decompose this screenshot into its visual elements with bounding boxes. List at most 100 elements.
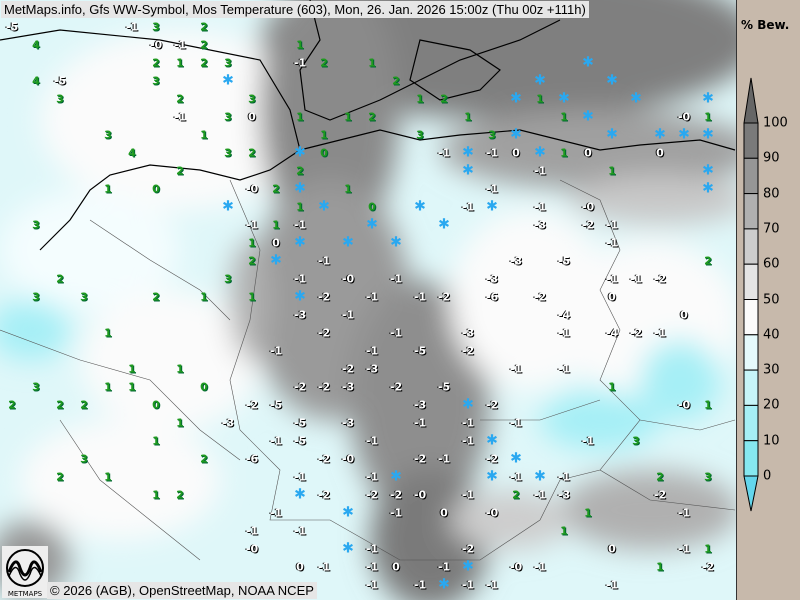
temperature-label: -1 <box>461 488 475 502</box>
temperature-label: -5 <box>269 398 283 412</box>
temperature-label: 1 <box>104 470 112 484</box>
temperature-label: 1 <box>560 110 568 124</box>
snow-symbol-icon: ✱ <box>342 540 354 557</box>
temperature-label: 1 <box>200 128 208 142</box>
temperature-label: 1 <box>104 326 112 340</box>
temperature-label: -1 <box>437 146 451 160</box>
temperature-label: 0 <box>296 560 304 574</box>
temperature-label: 0 <box>608 542 616 556</box>
temperature-label: -1 <box>677 506 691 520</box>
temperature-label: -2 <box>317 452 331 466</box>
temperature-label: 1 <box>464 110 472 124</box>
temperature-label: -0 <box>245 542 259 556</box>
temperature-label: 0 <box>656 146 664 160</box>
temperature-label: 0 <box>584 146 592 160</box>
temperature-label: 2 <box>200 452 208 466</box>
legend-swatch <box>743 334 759 371</box>
temperature-label: 1 <box>344 182 352 196</box>
temperature-label: -3 <box>509 254 523 268</box>
temperature-label: -2 <box>317 326 331 340</box>
temperature-label: -1 <box>173 38 187 52</box>
temperature-label: 1 <box>152 434 160 448</box>
snow-symbol-icon: ✱ <box>486 198 498 215</box>
cloud-cover-legend: % Bew. 100 90 80 70 60 50 40 30 20 10 0 <box>736 0 800 600</box>
temperature-label: 3 <box>152 20 160 34</box>
snow-symbol-icon: ✱ <box>630 90 642 107</box>
snow-symbol-icon: ✱ <box>606 126 618 143</box>
weather-map[interactable]: 4 3 3 1 2 3 4 2 1 3 2 3 3 1 2 1 1 0 1 1 0 1 2 3 2 1 2 2 1 2 1 1 0 3 2 1 0 1 2 3… <box>0 0 736 600</box>
temperature-label: -1 <box>509 362 523 376</box>
temperature-label: -1 <box>173 110 187 124</box>
temperature-label: -1 <box>437 560 451 574</box>
temperature-label: 1 <box>128 380 136 394</box>
snow-symbol-icon: ✱ <box>534 72 546 89</box>
temperature-label: 0 <box>248 110 256 124</box>
borders <box>0 179 736 561</box>
snow-symbol-icon: ✱ <box>294 234 306 251</box>
temperature-label: 1 <box>296 110 304 124</box>
snow-symbol-icon: ✱ <box>462 396 474 413</box>
legend-tick-label: 40 <box>763 327 780 343</box>
legend-swatch <box>743 440 759 477</box>
legend-swatch <box>743 299 759 336</box>
temperature-label: -1 <box>269 344 283 358</box>
temperature-label: 3 <box>224 272 232 286</box>
snow-symbol-icon: ✱ <box>294 180 306 197</box>
legend-tick-label: 20 <box>763 397 780 413</box>
temperature-label: -2 <box>317 290 331 304</box>
temperature-label: 2 <box>56 398 64 412</box>
temperature-label: -1 <box>389 326 403 340</box>
temperature-label: -5 <box>437 380 451 394</box>
temperature-label: -2 <box>389 380 403 394</box>
temperature-label: 1 <box>248 290 256 304</box>
snow-symbol-icon: ✱ <box>270 252 282 269</box>
temperature-label: -5 <box>5 20 19 34</box>
legend-under-arrow <box>743 475 759 512</box>
temperature-label: 4 <box>32 38 40 52</box>
temperature-label: -1 <box>293 56 307 70</box>
temperature-label: 1 <box>296 38 304 52</box>
temperature-label: -3 <box>533 218 547 232</box>
temperature-label: 3 <box>632 434 640 448</box>
temperature-label: -1 <box>365 470 379 484</box>
temperature-label: -1 <box>293 470 307 484</box>
temperature-label: -5 <box>557 254 571 268</box>
temperature-label: -2 <box>485 452 499 466</box>
temperature-label: -3 <box>341 380 355 394</box>
temperature-label: 3 <box>224 56 232 70</box>
temperature-label: 3 <box>32 380 40 394</box>
snow-symbol-icon: ✱ <box>678 126 690 143</box>
temperature-label: 2 <box>152 290 160 304</box>
snow-symbol-icon: ✱ <box>222 198 234 215</box>
temperature-label: 2 <box>368 110 376 124</box>
snow-symbol-icon: ✱ <box>486 432 498 449</box>
temperature-label: -2 <box>437 290 451 304</box>
temperature-label: -2 <box>317 380 331 394</box>
temperature-label: -6 <box>245 452 259 466</box>
temperature-label: -1 <box>365 290 379 304</box>
attribution: © 2026 (AGB), OpenStreetMap, NOAA NCEP <box>47 582 317 599</box>
legend-swatch <box>743 122 759 159</box>
snow-symbol-icon: ✱ <box>462 162 474 179</box>
temperature-label: -1 <box>533 200 547 214</box>
snow-symbol-icon: ✱ <box>462 558 474 575</box>
temperature-label: -0 <box>677 398 691 412</box>
temperature-label: 3 <box>488 128 496 142</box>
temperature-label: 1 <box>104 182 112 196</box>
temperature-label: -1 <box>485 182 499 196</box>
temperature-label: 1 <box>584 506 592 520</box>
temperature-label: -1 <box>389 272 403 286</box>
temperature-label: 2 <box>8 398 16 412</box>
temperature-label: 1 <box>560 524 568 538</box>
temperature-label: -0 <box>509 560 523 574</box>
temperature-label: -1 <box>581 434 595 448</box>
snow-symbol-icon: ✱ <box>294 288 306 305</box>
temperature-label: -1 <box>557 326 571 340</box>
temperature-label: 1 <box>704 398 712 412</box>
temperature-label: 2 <box>248 254 256 268</box>
temperature-label: -4 <box>605 326 619 340</box>
temperature-label: -1 <box>533 164 547 178</box>
temperature-label: -2 <box>485 398 499 412</box>
temperature-label: 4 <box>128 146 136 160</box>
temperature-label: -1 <box>437 452 451 466</box>
